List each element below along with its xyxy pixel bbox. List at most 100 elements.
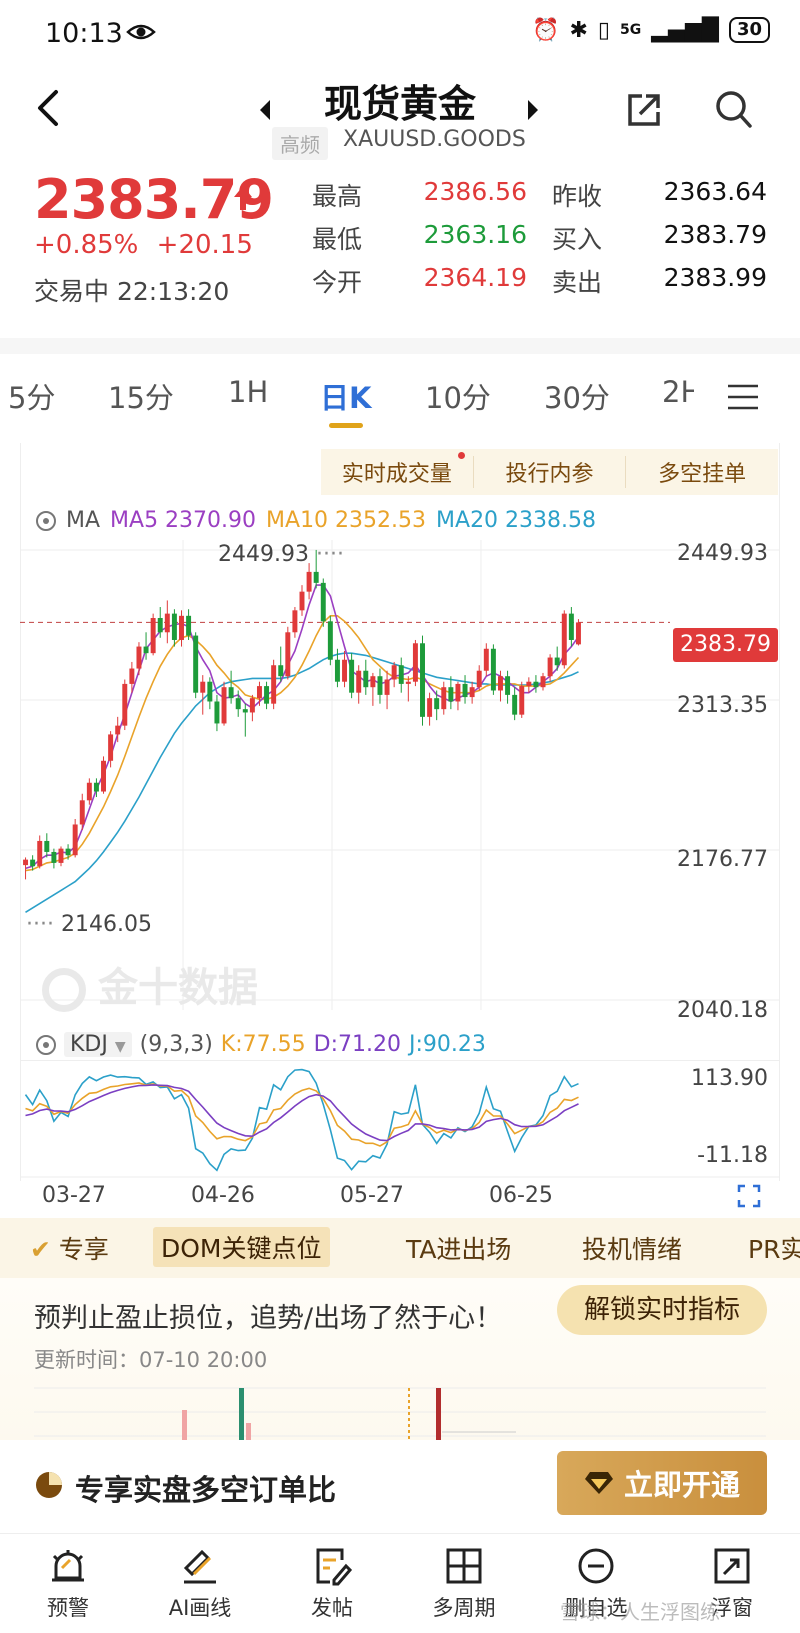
kdj-d-value: D:71.20 <box>313 1032 401 1057</box>
watermark-logo-icon <box>42 968 86 1012</box>
kdj-chart[interactable] <box>20 1060 780 1178</box>
candle-body <box>384 679 390 695</box>
nav-multi-period-label: 多周期 <box>432 1596 496 1620</box>
date-label: 04-26 <box>191 1183 255 1208</box>
nav-ai-draw[interactable]: AI画线 <box>140 1546 260 1622</box>
nav-multi-period[interactable]: 多周期 <box>404 1546 524 1622</box>
promo-headline: 预判止盈止损位，追势/出场了然于心！ <box>34 1303 503 1334</box>
exclusive-check-icon: ✔ <box>30 1235 51 1264</box>
candle-body <box>490 648 496 691</box>
previous-instrument-icon[interactable] <box>260 100 270 120</box>
settings-icon[interactable] <box>36 510 56 531</box>
tab-2h[interactable]: 2H <box>662 375 694 409</box>
ma20-value: MA20 2338.58 <box>436 508 597 533</box>
candle-body <box>136 646 142 669</box>
candle-body <box>193 635 199 693</box>
candle-body <box>391 665 397 680</box>
active-tab-indicator <box>329 423 363 428</box>
max-price-marker: 2449.93 ···· <box>218 542 344 567</box>
tab-dom-levels[interactable]: DOM关键点位 <box>153 1227 330 1267</box>
candle-body <box>129 668 135 684</box>
candle-body <box>398 665 404 684</box>
tab-ta-entry[interactable]: TA进出场 <box>406 1235 512 1264</box>
candle-body <box>235 698 241 710</box>
ask-label: 卖出 <box>552 268 603 297</box>
candle-body <box>505 676 511 695</box>
candle-body <box>377 676 383 695</box>
back-arrow-icon[interactable] <box>34 88 64 128</box>
candle-body <box>455 683 461 702</box>
candle-body <box>200 681 206 693</box>
candle-body <box>271 665 277 704</box>
long-short-orders-button[interactable]: 多空挂单 <box>626 456 778 488</box>
open-membership-label: 立即开通 <box>623 1468 740 1502</box>
unlock-indicator-button[interactable]: 解锁实时指标 <box>557 1285 767 1335</box>
kdj-k-line <box>25 1082 579 1147</box>
trading-status: 交易中 22:13:20 <box>34 277 230 306</box>
open-membership-button[interactable]: 立即开通 <box>557 1451 767 1515</box>
max-price-label: 2449.93 <box>218 542 309 567</box>
candle-body <box>292 610 298 633</box>
tab-sentiment[interactable]: 投机情绪 <box>582 1235 683 1264</box>
menu-icon[interactable] <box>726 383 760 411</box>
kdj-settings-icon[interactable] <box>36 1034 56 1055</box>
kdj-k-value: K:77.55 <box>220 1032 306 1057</box>
bluetooth-icon: ✱ <box>569 17 588 43</box>
candle-body <box>101 760 106 792</box>
next-instrument-icon[interactable] <box>528 100 538 120</box>
open-value: 2364.19 <box>423 263 527 292</box>
min-price-marker: ···· 2146.05 <box>26 912 152 937</box>
alarm-icon: ⏰ <box>532 17 560 43</box>
realtime-volume-button[interactable]: 实时成交量 <box>321 452 474 488</box>
new-badge <box>457 452 465 459</box>
candle-body <box>37 840 43 867</box>
indicator-selector[interactable]: KDJ ▼ <box>64 1032 132 1057</box>
candle-body <box>207 681 213 702</box>
eye-icon <box>126 24 156 40</box>
candle-body <box>349 659 355 693</box>
alarm-bell-icon <box>52 1550 84 1582</box>
min-price-label: 2146.05 <box>60 912 152 937</box>
search-icon[interactable] <box>713 88 753 130</box>
candle-body <box>30 859 36 867</box>
candle-body <box>65 848 71 856</box>
ma10-value: MA10 2352.53 <box>266 508 427 533</box>
candle-body <box>285 632 291 677</box>
nav-float-window[interactable]: 浮窗 <box>672 1546 792 1622</box>
nav-remove-watchlist[interactable]: 删自选 <box>536 1546 656 1622</box>
instrument-symbol: XAUUSD.GOODS <box>343 127 526 152</box>
diamond-icon <box>584 1472 613 1494</box>
tab-10min[interactable]: 10分 <box>425 381 491 415</box>
kdj-params: (9,3,3) <box>139 1032 213 1057</box>
low-value: 2363.16 <box>423 220 527 249</box>
tab-pr[interactable]: PR实 <box>748 1235 800 1264</box>
tab-15min[interactable]: 15分 <box>108 381 174 415</box>
tab-5min[interactable]: 5分 <box>8 381 56 415</box>
minus-circle-icon <box>578 1548 614 1584</box>
share-icon[interactable] <box>624 90 664 130</box>
candle-body <box>249 698 255 713</box>
high-value: 2386.56 <box>423 177 527 206</box>
tab-daily[interactable]: 日K <box>320 381 372 415</box>
nav-alert[interactable]: 预警 <box>8 1546 128 1622</box>
tab-1h[interactable]: 1H <box>228 375 269 409</box>
fullscreen-icon[interactable] <box>737 1184 761 1208</box>
kdj-legend: KDJ ▼ (9,3,3) K:77.55 D:71.20 J:90.23 <box>36 1032 486 1057</box>
candle-body <box>554 657 560 666</box>
nav-post[interactable]: 发帖 <box>272 1546 392 1622</box>
candle-body <box>533 681 539 688</box>
tab-30min[interactable]: 30分 <box>544 381 610 415</box>
tab-exclusive[interactable]: ✔ 专享 <box>30 1230 109 1266</box>
footer-watermark: 雪球：人生浮图练 <box>560 1600 720 1624</box>
candle-body <box>278 665 284 677</box>
candle-body <box>150 618 156 654</box>
open-label: 今开 <box>312 268 363 297</box>
bank-insights-button[interactable]: 投行内参 <box>474 456 627 488</box>
ma5-value: MA5 2370.90 <box>110 508 257 533</box>
candlestick-chart[interactable] <box>20 540 780 1010</box>
candle-body <box>412 643 418 682</box>
candle-body <box>164 613 170 633</box>
period-tabs: 5分 15分 1H 日K 10分 30分 2H <box>0 375 800 425</box>
nav-ai-draw-label: AI画线 <box>168 1596 232 1620</box>
nav-remove-watchlist-label: 删自选 <box>564 1596 628 1620</box>
